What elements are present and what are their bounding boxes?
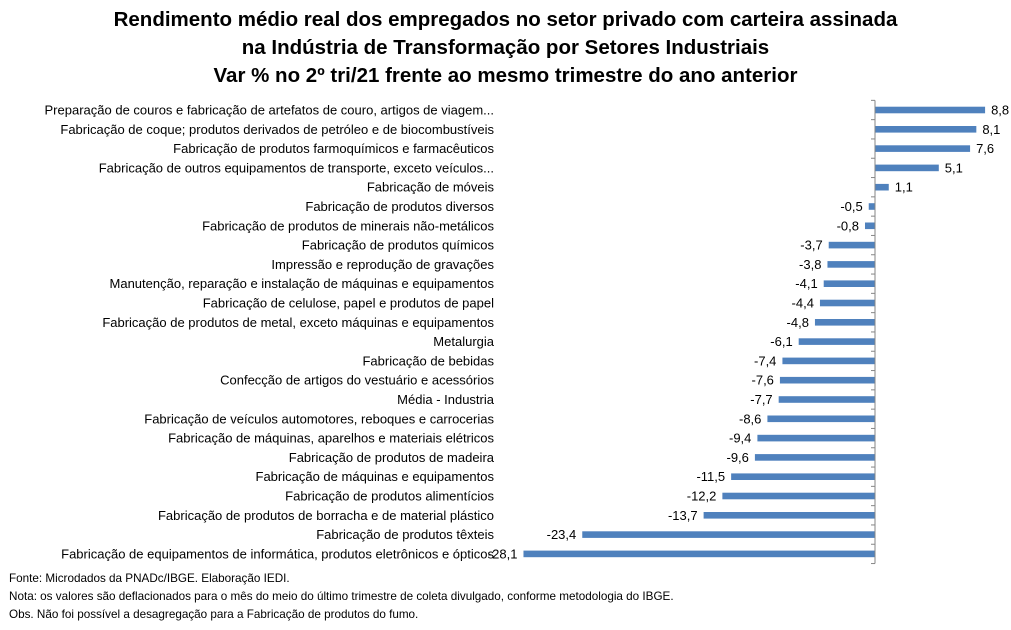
bar [875, 106, 986, 114]
value-label: -7,7 [750, 392, 772, 407]
value-label: -4,8 [787, 315, 809, 330]
bar [875, 183, 889, 191]
bar [754, 454, 875, 461]
chart-title: Rendimento médio real dos empregados no … [0, 6, 1011, 90]
bar [582, 531, 875, 538]
bar [814, 319, 875, 326]
bar [722, 492, 875, 500]
methodology-note: Nota: os valores são deflacionados para … [9, 590, 674, 603]
value-label: 5,1 [945, 160, 963, 175]
bar [823, 280, 875, 287]
bar [782, 357, 875, 365]
bar [864, 222, 875, 230]
category-label: Fabricação de produtos farmoquímicos e f… [173, 141, 494, 156]
category-label: Fabricação de produtos alimentícios [285, 489, 494, 504]
category-label: Fabricação de produtos diversos [305, 199, 494, 214]
value-label: -8,6 [739, 411, 761, 426]
value-label: -4,4 [792, 296, 814, 311]
value-label: 8,1 [982, 122, 1000, 137]
category-label: Fabricação de celulose, papel e produtos… [203, 296, 494, 311]
category-label: Fabricação de produtos de metal, exceto … [102, 315, 494, 330]
value-label: -0,8 [837, 218, 859, 233]
category-label: Fabricação de produtos químicos [302, 238, 495, 253]
category-label: Fabricação de produtos de borracha e de … [158, 508, 494, 523]
value-label: -7,4 [754, 353, 776, 368]
value-label: 7,6 [976, 141, 994, 156]
bar [778, 396, 875, 403]
value-label: -13,7 [668, 508, 698, 523]
value-label: -0,5 [840, 199, 862, 214]
value-label: -23,4 [547, 527, 577, 542]
chart-title-line-1: Rendimento médio real dos empregados no … [113, 8, 898, 31]
category-label: Fabricação de móveis [367, 180, 495, 195]
value-label: -9,6 [726, 450, 748, 465]
bar [731, 473, 875, 480]
category-label: Preparação de couros e fabricação de art… [45, 103, 494, 118]
category-label: Fabricação de equipamentos de informátic… [61, 546, 494, 561]
category-label: Impressão e reprodução de gravações [271, 257, 494, 272]
chart-notes: Fonte: Microdados da PNADc/IBGE. Elabora… [9, 570, 674, 624]
category-label: Confecção de artigos do vestuário e aces… [220, 373, 494, 388]
bar [875, 145, 971, 152]
value-label: -11,5 [696, 469, 725, 484]
observation-note: Obs. Não foi possível a desagregação par… [9, 608, 419, 621]
category-label: Fabricação de bebidas [362, 353, 494, 368]
bar [798, 338, 875, 345]
bar [767, 415, 875, 423]
category-label: Fabricação de produtos de minerais não-m… [202, 218, 494, 233]
value-label: 1,1 [895, 180, 913, 195]
value-label: 8,8 [991, 103, 1009, 118]
value-label: -3,7 [800, 238, 822, 253]
bar [819, 299, 875, 307]
bar [757, 434, 875, 442]
category-label: Manutenção, reparação e instalação de má… [110, 276, 495, 291]
category-label: Metalurgia [433, 334, 494, 349]
bar [703, 512, 875, 519]
category-label: Fabricação de máquinas e equipamentos [256, 469, 495, 484]
category-label: Fabricação de outros equipamentos de tra… [99, 160, 494, 175]
source-note: Fonte: Microdados da PNADc/IBGE. Elabora… [9, 572, 290, 585]
chart-title-line-2: na Indústria de Transformação por Setore… [241, 36, 770, 59]
bar [523, 550, 875, 558]
chart-title-line-3: Var % no 2º tri/21 frente ao mesmo trime… [213, 64, 798, 87]
value-label: -7,6 [752, 373, 774, 388]
bar [875, 126, 977, 133]
value-label: -4,1 [795, 276, 817, 291]
category-label: Fabricação de produtos têxteis [316, 527, 494, 542]
category-label: Fabricação de coque; produtos derivados … [60, 122, 494, 137]
bar [875, 164, 939, 172]
value-label: -3,8 [799, 257, 821, 272]
bar [827, 261, 875, 268]
category-label: Fabricação de máquinas, aparelhos e mate… [168, 431, 494, 446]
bar [868, 203, 875, 210]
category-label: Fabricação de veículos automotores, rebo… [144, 411, 494, 426]
value-label: -6,1 [770, 334, 792, 349]
value-label: -9,4 [729, 431, 751, 446]
bar [828, 241, 875, 249]
category-label: Média - Industria [397, 392, 495, 407]
bar [779, 376, 875, 384]
value-label: -12,2 [687, 489, 717, 504]
value-label: -28,1 [488, 546, 518, 561]
category-label: Fabricação de produtos de madeira [289, 450, 495, 465]
